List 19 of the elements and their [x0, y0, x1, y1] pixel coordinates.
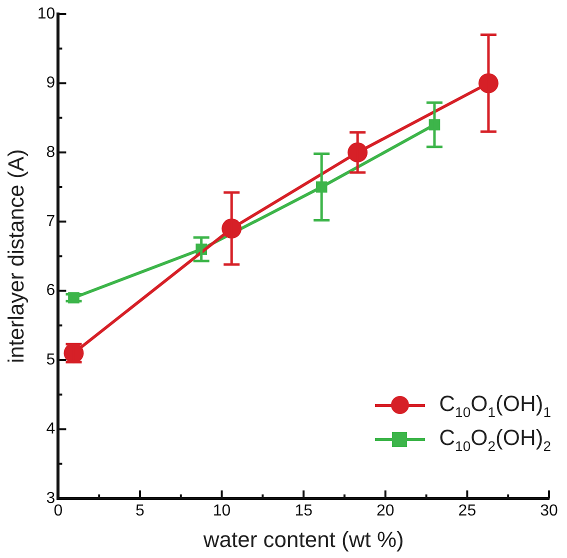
x-tick-label: 10 [212, 502, 231, 520]
x-tick-label: 20 [376, 502, 394, 520]
legend-label: C$_{10}$O$_{1}$(OH)$_{1}$ [439, 390, 551, 420]
y-tick-label: 10 [37, 5, 56, 22]
y-tick-label: 8 [46, 144, 56, 161]
x-tick-label: 15 [294, 502, 313, 520]
x-tick-label: 5 [136, 502, 145, 520]
y-tick-label: 7 [46, 213, 56, 230]
y-tick-label: 5 [46, 351, 56, 368]
legend-label: C$_{10}$O$_{2}$(OH)$_{2}$ [439, 424, 551, 454]
y-tick-label: 6 [46, 282, 56, 300]
x-tick-label: 0 [54, 502, 63, 520]
y-tick-label: 9 [46, 74, 56, 92]
y-tick-label: 3 [46, 490, 56, 507]
y-tick-label: 4 [46, 420, 56, 438]
x-axis-title: water content (wt %) [202, 526, 404, 552]
x-tick-label: 25 [458, 502, 476, 520]
x-tick-label: 30 [540, 502, 558, 520]
y-axis-title: interlayer distance (A) [3, 149, 28, 364]
